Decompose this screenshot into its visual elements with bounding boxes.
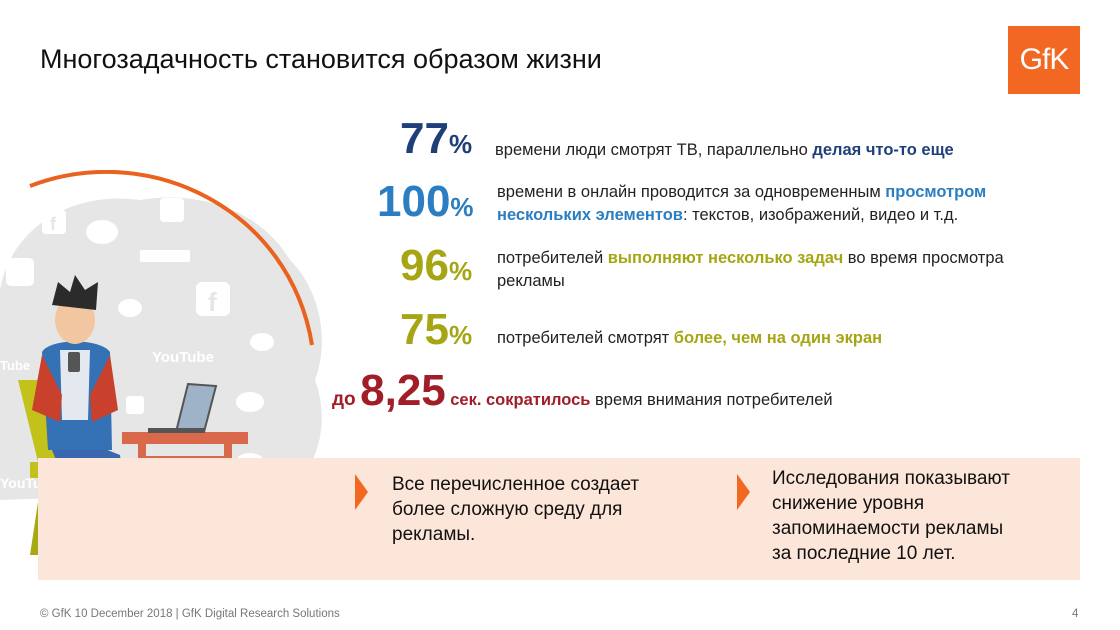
stat-text-highlight: более, чем на один экран <box>673 329 883 347</box>
panel-line: снижение уровня <box>772 493 925 514</box>
rss-icon <box>160 198 184 222</box>
twitter-icon-2 <box>236 392 264 412</box>
stat-77-text: времени люди смотрят ТВ, параллельно дел… <box>495 139 954 162</box>
stat-text-part: : текстов, изображений, видео и т.д. <box>682 206 959 224</box>
youtube-label-2: Tube <box>0 358 30 373</box>
stat-text-part: рекламы <box>497 272 565 290</box>
stat-75: 75% <box>400 305 472 355</box>
stat-percent: % <box>448 256 473 286</box>
stat-text-part: во время просмотра <box>843 249 1004 267</box>
page-number: 4 <box>1072 608 1079 620</box>
laptop <box>148 382 218 433</box>
twitter-icon <box>118 299 142 317</box>
arrow-icon-right <box>737 474 750 510</box>
gfk-logo: GfK <box>1008 26 1080 94</box>
svg-text:f: f <box>50 214 57 234</box>
panel-line: запоминаемости рекламы <box>772 518 1004 539</box>
stat-text-highlight: делая что-то еще <box>812 141 954 159</box>
stat-text-highlight: нескольких элементов <box>497 206 683 224</box>
orange-arc <box>29 170 314 346</box>
panel-line: за последние 10 лет. <box>772 543 956 564</box>
page-title: Многозадачность становится образом жизни <box>40 44 602 74</box>
stat-8-25: до 8,25 сек. сократилось время внимания … <box>332 366 833 416</box>
stat-percent: % <box>450 192 474 222</box>
facebook-icon-small <box>126 396 144 414</box>
footer-text: © GfK 10 December 2018 | GfK Digital Res… <box>40 608 340 620</box>
stat-96-text: потребителей выполняют несколько задач в… <box>497 247 1004 293</box>
stat-text-part: времени люди смотрят ТВ, параллельно <box>495 141 813 159</box>
stat-96: 96% <box>400 241 472 291</box>
panel-line: Все перечисленное создает <box>392 474 640 495</box>
stat-75-text: потребителей смотрят более, чем на один … <box>497 327 882 350</box>
chat-icon-small <box>250 333 274 351</box>
youtube-label-1: YouTube <box>152 349 214 366</box>
facebook-icon-large: f <box>196 282 230 317</box>
stat-number: 100 <box>377 177 451 226</box>
stat-text-highlight: просмотром <box>885 183 987 201</box>
facebook-icon: f <box>42 210 66 234</box>
stat-number: 77 <box>400 114 449 163</box>
svg-text:f: f <box>208 287 217 317</box>
search-icon <box>140 250 190 262</box>
stat-text-part: время внимания потребителей <box>590 391 833 409</box>
logo-text: GfK <box>1019 43 1070 76</box>
panel-right-text: Исследования показывают снижение уровня … <box>772 466 1010 566</box>
arrow-icon-left <box>355 474 368 510</box>
stat-100-text: времени в онлайн проводится за одновреме… <box>497 181 986 227</box>
stat-text-part: потребителей <box>497 249 608 267</box>
panel-line: Исследования показывают <box>772 468 1010 489</box>
vine-icon <box>6 258 34 286</box>
panel-left-text: Все перечисленное создает более сложную … <box>392 472 639 547</box>
stat-percent: % <box>448 129 473 159</box>
panel-line: рекламы. <box>392 524 476 545</box>
stat-unit: сек. сократилось <box>450 391 591 409</box>
illustration: f f YouTube Tube YouTube <box>0 170 322 556</box>
stat-prefix: до <box>332 389 356 410</box>
stat-number: 8,25 <box>360 366 446 415</box>
stat-text-part: потребителей смотрят <box>497 329 674 347</box>
conclusion-panel <box>38 458 1080 580</box>
stat-number: 75 <box>400 305 449 354</box>
stat-number: 96 <box>400 241 449 290</box>
stat-percent: % <box>448 320 473 350</box>
panel-line: более сложную среду для <box>392 499 623 520</box>
chat-icon <box>86 220 118 244</box>
stat-77: 77% <box>400 114 472 164</box>
stat-100: 100% <box>377 177 474 227</box>
stat-text-part: времени в онлайн проводится за одновреме… <box>497 183 886 201</box>
stat-text-highlight: выполняют несколько задач <box>607 249 844 267</box>
